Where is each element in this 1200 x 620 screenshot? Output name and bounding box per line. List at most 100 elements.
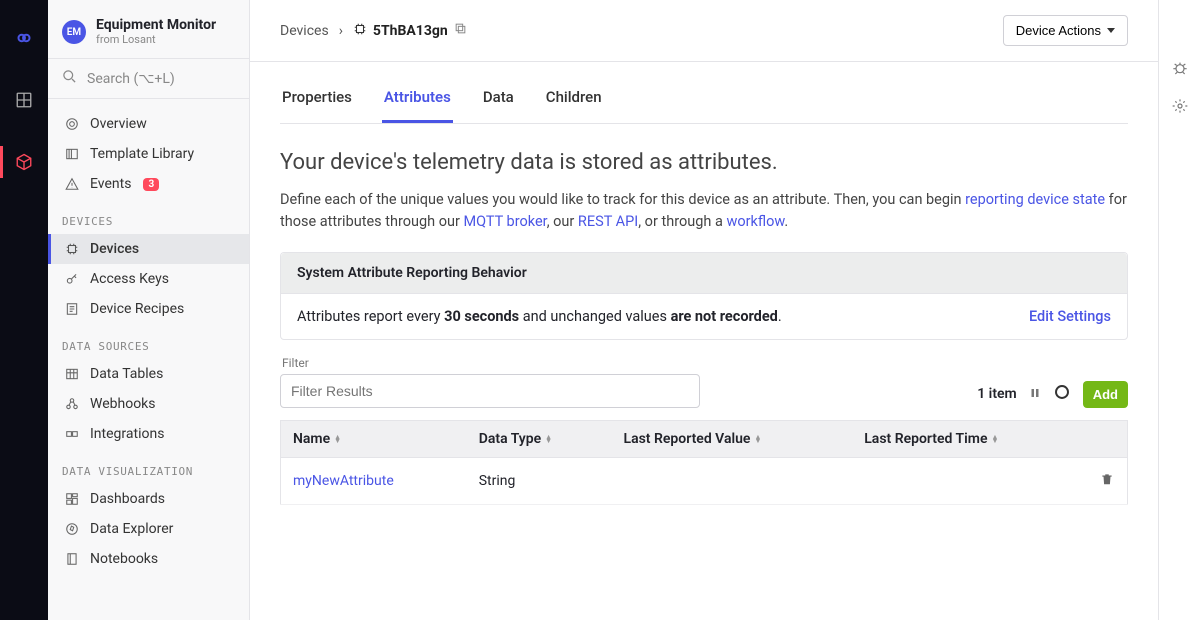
sidebar-search[interactable]: Search (⌥+L): [48, 58, 249, 99]
link-reporting-state[interactable]: reporting device state: [965, 191, 1105, 208]
rail-logo[interactable]: [0, 18, 48, 58]
tabs: Properties Attributes Data Children: [280, 70, 1128, 124]
bug-icon[interactable]: [1172, 60, 1188, 80]
refresh-icon[interactable]: [1053, 383, 1071, 405]
col-name[interactable]: Name▲▼: [281, 420, 467, 457]
sort-icon: ▲▼: [992, 435, 999, 443]
recipe-icon: [64, 302, 80, 316]
tab-properties[interactable]: Properties: [280, 70, 354, 123]
tab-data[interactable]: Data: [481, 70, 516, 123]
tab-attributes[interactable]: Attributes: [382, 70, 453, 123]
sidebar-item-integrations[interactable]: Integrations: [48, 419, 249, 449]
sort-icon: ▲▼: [334, 435, 341, 443]
target-icon: [64, 117, 80, 131]
tab-children[interactable]: Children: [544, 70, 604, 123]
app-subtitle: from Losant: [96, 34, 216, 46]
attr-type: String: [467, 457, 612, 504]
sidebar-item-webhooks[interactable]: Webhooks: [48, 389, 249, 419]
filter-label: Filter: [280, 356, 700, 370]
right-rail: [1158, 0, 1200, 620]
attr-name-link[interactable]: myNewAttribute: [293, 473, 394, 489]
sidebar-section-datasources: DATA SOURCES: [48, 324, 249, 359]
breadcrumb: Devices › 5ThBA13gn: [280, 22, 467, 40]
compass-icon: [64, 522, 80, 536]
gear-icon[interactable]: [1172, 98, 1188, 118]
link-rest[interactable]: REST API: [578, 213, 638, 230]
table-row: myNewAttribute String: [281, 457, 1128, 504]
key-icon: [64, 272, 80, 286]
col-last-time[interactable]: Last Reported Time▲▼: [852, 420, 1087, 457]
sidebar-item-label: Overview: [90, 116, 147, 132]
desc-text: Define each of the unique values you wou…: [280, 191, 965, 208]
panel-text-part: .: [778, 308, 782, 325]
rail-item-dash[interactable]: [0, 80, 48, 120]
chip-icon: [64, 242, 80, 256]
sidebar-item-devices[interactable]: Devices: [48, 234, 249, 264]
notebook-icon: [64, 552, 80, 566]
panel-text-bold: 30 seconds: [444, 308, 519, 325]
sort-icon: ▲▼: [545, 435, 552, 443]
table-icon: [64, 367, 80, 381]
panel-text-part: Attributes report every: [297, 308, 444, 325]
desc-text: , our: [547, 213, 578, 230]
sidebar-header: EM Equipment Monitor from Losant: [48, 0, 249, 58]
attr-time: [852, 457, 1087, 504]
page-description: Define each of the unique values you wou…: [280, 189, 1128, 234]
pause-icon[interactable]: [1029, 385, 1041, 404]
filter-input[interactable]: [280, 374, 700, 408]
sidebar: EM Equipment Monitor from Losant Search …: [48, 0, 250, 620]
dashboard-icon: [64, 492, 80, 506]
webhook-icon: [64, 397, 80, 411]
sidebar-section-dataviz: DATA VISUALIZATION: [48, 449, 249, 484]
main: Devices › 5ThBA13gn Device Actions Prope…: [250, 0, 1158, 620]
library-icon: [64, 147, 80, 161]
sidebar-item-label: Events: [90, 176, 131, 192]
panel-text-part: and unchanged values: [519, 308, 670, 325]
panel-text: Attributes report every 30 seconds and u…: [297, 308, 782, 325]
sidebar-item-label: Notebooks: [90, 551, 158, 567]
desc-text: .: [784, 213, 788, 230]
sidebar-item-label: Device Recipes: [90, 301, 184, 317]
attr-value: [612, 457, 853, 504]
rail-item-cube[interactable]: [0, 142, 48, 182]
sidebar-item-label: Dashboards: [90, 491, 165, 507]
sidebar-item-data-explorer[interactable]: Data Explorer: [48, 514, 249, 544]
device-actions-label: Device Actions: [1016, 23, 1101, 38]
sidebar-item-notebooks[interactable]: Notebooks: [48, 544, 249, 574]
grid-icon: [15, 91, 33, 109]
topbar: Devices › 5ThBA13gn Device Actions: [250, 0, 1158, 62]
copy-icon[interactable]: [454, 22, 467, 39]
desc-text: , or through a: [638, 213, 726, 230]
col-actions: [1088, 420, 1128, 457]
sidebar-item-label: Data Explorer: [90, 521, 173, 537]
sidebar-item-events[interactable]: Events 3: [48, 169, 249, 199]
icon-rail: [0, 0, 48, 620]
sidebar-item-label: Data Tables: [90, 366, 163, 382]
sidebar-item-label: Devices: [90, 241, 139, 257]
sidebar-body: Overview Template Library Events 3 DEVIC…: [48, 99, 249, 594]
search-icon: [62, 69, 77, 88]
sidebar-item-dashboards[interactable]: Dashboards: [48, 484, 249, 514]
app-title: Equipment Monitor: [96, 18, 216, 33]
link-mqtt[interactable]: MQTT broker: [464, 213, 547, 230]
edit-settings-link[interactable]: Edit Settings: [1029, 308, 1111, 325]
col-datatype[interactable]: Data Type▲▼: [467, 420, 612, 457]
link-workflow[interactable]: workflow: [726, 213, 784, 230]
trash-icon[interactable]: [1100, 474, 1114, 490]
content: Properties Attributes Data Children Your…: [250, 62, 1158, 620]
sidebar-item-overview[interactable]: Overview: [48, 109, 249, 139]
crumb-current-text: 5ThBA13gn: [373, 23, 448, 39]
crumb-root[interactable]: Devices: [280, 23, 329, 39]
sidebar-item-data-tables[interactable]: Data Tables: [48, 359, 249, 389]
sidebar-section-devices: DEVICES: [48, 199, 249, 234]
device-icon: [353, 22, 367, 40]
reporting-panel: System Attribute Reporting Behavior Attr…: [280, 252, 1128, 340]
sidebar-item-template-library[interactable]: Template Library: [48, 139, 249, 169]
sidebar-item-access-keys[interactable]: Access Keys: [48, 264, 249, 294]
item-count: 1 item: [977, 386, 1017, 402]
sidebar-item-device-recipes[interactable]: Device Recipes: [48, 294, 249, 324]
col-last-value[interactable]: Last Reported Value▲▼: [612, 420, 853, 457]
add-button[interactable]: Add: [1083, 381, 1128, 408]
sort-icon: ▲▼: [754, 435, 761, 443]
device-actions-button[interactable]: Device Actions: [1003, 15, 1128, 46]
